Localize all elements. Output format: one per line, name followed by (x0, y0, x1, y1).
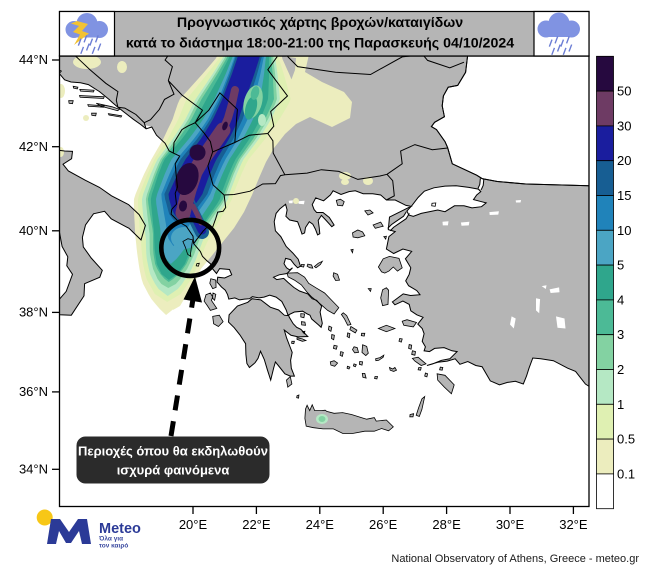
svg-text:15: 15 (617, 188, 631, 203)
svg-text:34°N: 34°N (19, 462, 48, 477)
svg-text:42°N: 42°N (19, 139, 48, 154)
svg-text:ισχυρά φαινόμενα: ισχυρά φαινόμενα (117, 463, 230, 478)
svg-text:26°E: 26°E (369, 517, 398, 532)
svg-text:3: 3 (617, 327, 624, 342)
svg-text:24°E: 24°E (306, 517, 335, 532)
svg-text:2: 2 (617, 362, 624, 377)
svg-text:20°E: 20°E (179, 517, 208, 532)
svg-text:0.5: 0.5 (617, 432, 635, 447)
svg-text:30°E: 30°E (496, 517, 525, 532)
svg-text:0.1: 0.1 (617, 466, 635, 481)
svg-text:20: 20 (617, 153, 631, 168)
svg-text:Meteo: Meteo (99, 521, 141, 537)
svg-text:10: 10 (617, 223, 631, 238)
svg-text:Περιοχές όπου θα εκδηλωθούν: Περιοχές όπου θα εκδηλωθούν (78, 444, 268, 459)
svg-text:National Observatory of Athens: National Observatory of Athens, Greece -… (391, 553, 639, 565)
svg-text:1: 1 (617, 397, 624, 412)
svg-text:44°N: 44°N (19, 52, 48, 67)
svg-text:τον καιρό: τον καιρό (99, 543, 128, 550)
svg-text:40°N: 40°N (19, 223, 48, 238)
svg-text:5: 5 (617, 258, 624, 273)
svg-text:32°E: 32°E (559, 517, 588, 532)
svg-text:22°E: 22°E (242, 517, 271, 532)
svg-text:36°N: 36°N (19, 384, 48, 399)
svg-text:Όλα για: Όλα για (98, 535, 123, 543)
svg-text:50: 50 (617, 84, 631, 99)
svg-text:4: 4 (617, 292, 624, 307)
svg-text:κατά το διάστημα 18:00-21:00 τ: κατά το διάστημα 18:00-21:00 της Παρασκε… (126, 36, 514, 52)
svg-text:28°E: 28°E (432, 517, 461, 532)
svg-text:30: 30 (617, 118, 631, 133)
svg-text:Προγνωστικός χάρτης βροχών/κατ: Προγνωστικός χάρτης βροχών/καταιγίδων (177, 15, 463, 31)
svg-text:38°N: 38°N (19, 305, 48, 320)
